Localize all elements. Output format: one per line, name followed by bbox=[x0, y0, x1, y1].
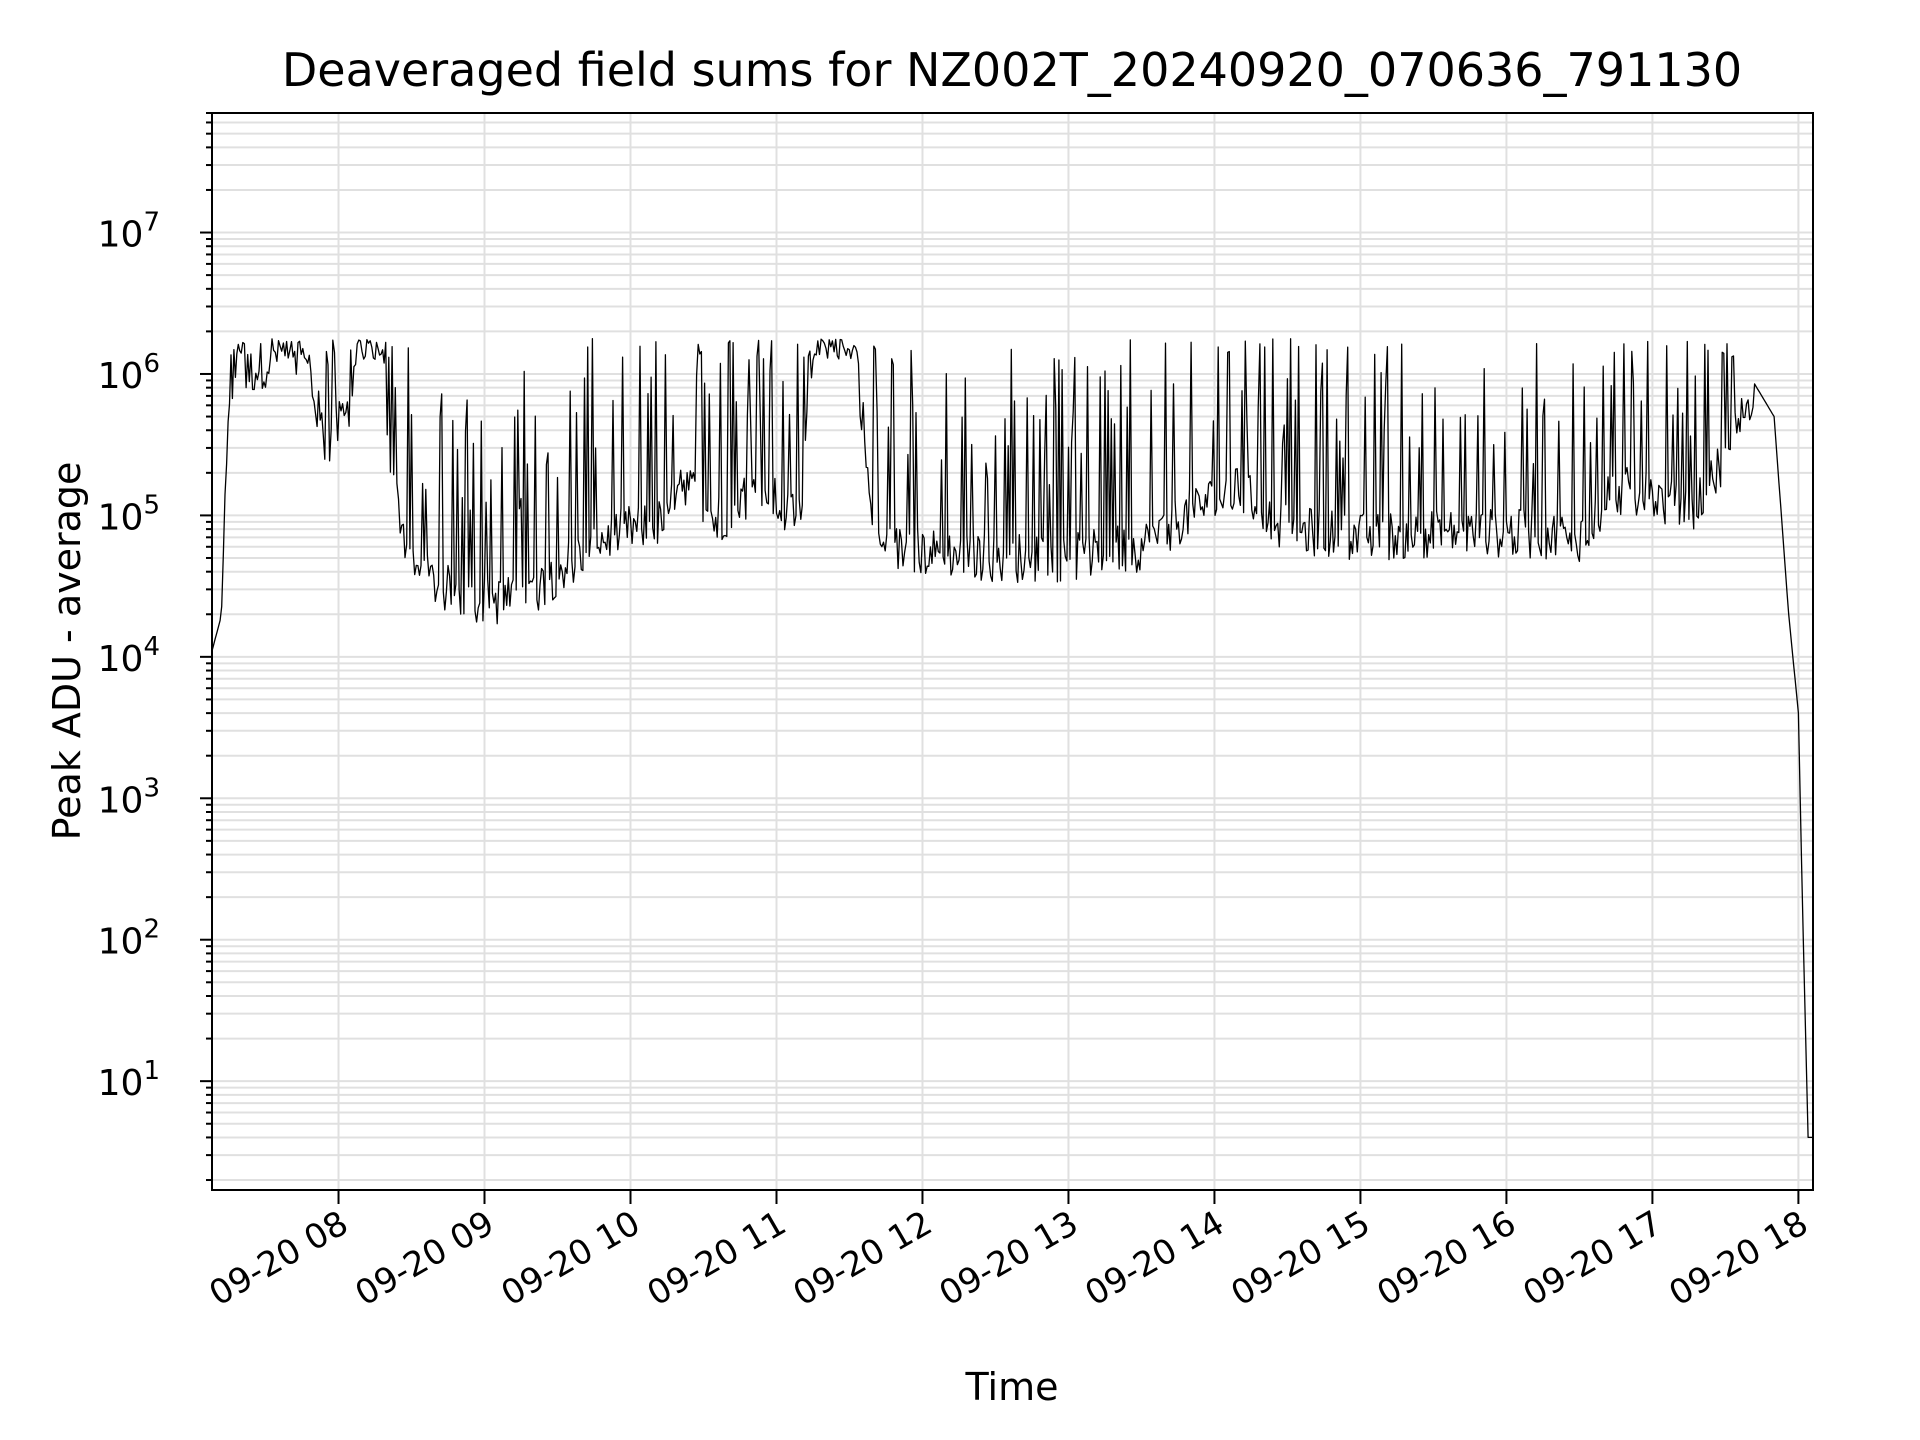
y-tick-label: 102 bbox=[98, 915, 160, 963]
chart-title: Deaveraged field sums for NZ002T_2024092… bbox=[282, 43, 1742, 97]
y-tick-label: 105 bbox=[98, 490, 160, 538]
x-axis-label: Time bbox=[965, 1365, 1059, 1409]
grid-layer bbox=[212, 112, 1813, 1190]
y-tick-label: 103 bbox=[98, 773, 160, 821]
y-tick-label: 101 bbox=[98, 1056, 160, 1104]
line-layer bbox=[211, 338, 1813, 1139]
y-axis-label: Peak ADU - average bbox=[45, 462, 89, 841]
y-tick-label: 106 bbox=[98, 349, 160, 397]
y-tick-label: 107 bbox=[98, 208, 160, 256]
plot-frame bbox=[211, 112, 1814, 1191]
y-tick-label: 104 bbox=[98, 632, 160, 680]
series-line bbox=[211, 338, 1813, 1139]
